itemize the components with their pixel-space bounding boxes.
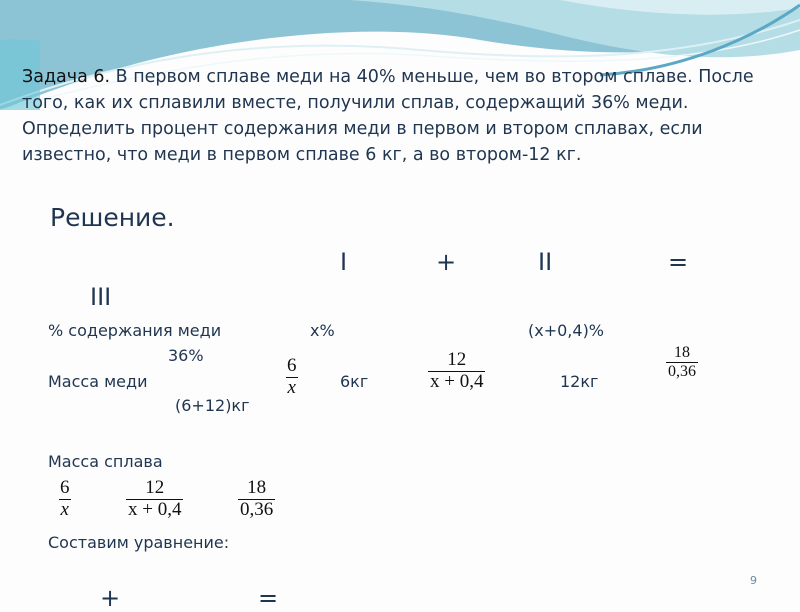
solution-heading: Решение. xyxy=(50,203,175,232)
header-equals: = xyxy=(668,248,689,276)
page-number: 9 xyxy=(750,574,757,587)
fraction-12-over-x-plus-04: 12 x + 0,4 xyxy=(428,349,486,392)
fraction-18-over-036: 18 0,36 xyxy=(666,344,698,380)
row-copper-iii: (6+12)кг xyxy=(175,396,250,415)
row-copper-label: Масса меди xyxy=(48,372,148,391)
row-percent-iii: 36% xyxy=(168,346,204,365)
fraction-12-over-x-plus-04: 12 x + 0,4 xyxy=(126,477,184,520)
equation-label: Составим уравнение: xyxy=(48,533,230,552)
decorative-wave-header xyxy=(0,0,800,110)
equation-equals: = xyxy=(258,584,279,612)
problem-lead: Задача 6. xyxy=(22,67,111,87)
header-i: I xyxy=(340,248,348,276)
row-percent-label: % содержания меди xyxy=(48,321,222,340)
row-copper-i: 6кг xyxy=(340,372,369,391)
row-alloy-label: Масса сплава xyxy=(48,452,163,471)
row-percent-i: x% xyxy=(310,321,335,340)
header-iii: III xyxy=(90,283,112,311)
problem-text: В первом сплаве меди на 40% меньше, чем … xyxy=(22,67,754,165)
equation-plus: + xyxy=(100,584,121,612)
fraction-18-over-036: 18 0,36 xyxy=(238,477,276,520)
row-copper-ii: 12кг xyxy=(560,372,599,391)
header-plus: + xyxy=(436,248,457,276)
problem-statement: Задача 6. В первом сплаве меди на 40% ме… xyxy=(22,64,782,168)
row-percent-ii: (x+0,4)% xyxy=(528,321,605,340)
header-ii: II xyxy=(538,248,553,276)
